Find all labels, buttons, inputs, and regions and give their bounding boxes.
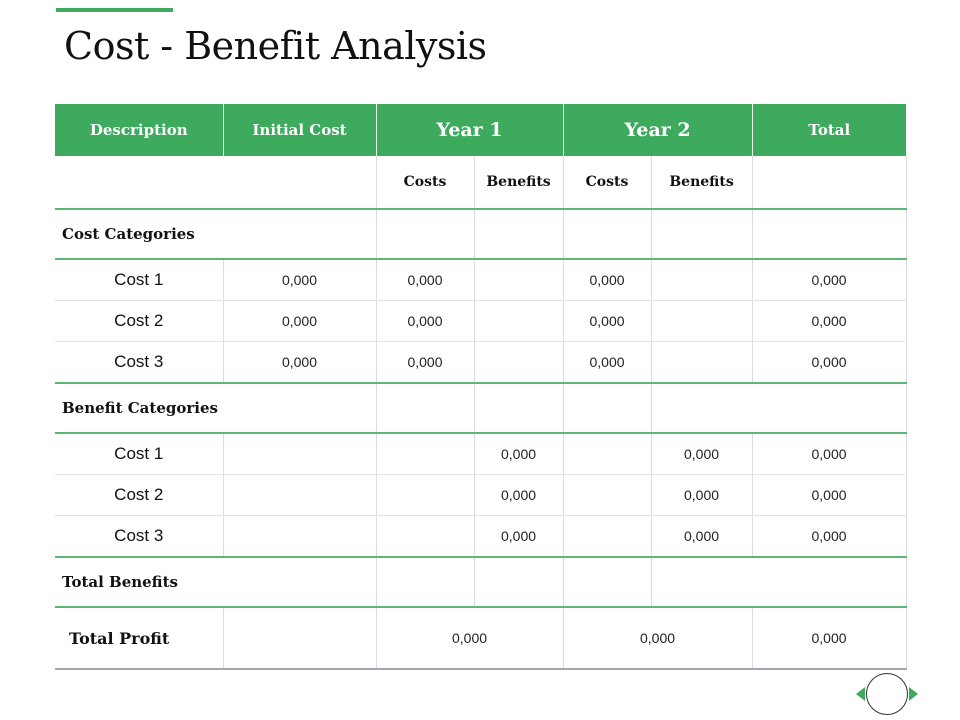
section-cell (375, 209, 474, 260)
table-row: Cost 3 0,000 0,000 0,000 0,000 (55, 341, 907, 384)
cell-year1-costs (375, 515, 474, 558)
table-row: Cost 3 0,000 0,000 0,000 (55, 515, 907, 558)
triangle-left-icon[interactable] (856, 687, 865, 701)
page-title: Cost - Benefit Analysis (64, 24, 487, 68)
total-profit-label: Total Profit (55, 607, 223, 670)
section-cell (473, 557, 564, 608)
cell-year2-benefits: 0,000 (650, 515, 753, 558)
cost-categories-label: Cost Categories (55, 209, 376, 260)
cell-year1-benefits: 0,000 (473, 433, 564, 475)
subheader-year1-benefits: Benefits (473, 156, 564, 210)
section-cell (650, 557, 907, 608)
section-cell (473, 383, 564, 434)
section-cell (562, 557, 652, 608)
row-name: Cost 2 (55, 474, 223, 516)
benefit-categories-row: Benefit Categories (55, 383, 907, 434)
table-row: Cost 1 0,000 0,000 0,000 0,000 (55, 259, 907, 301)
cell-initial-cost: 0,000 (222, 341, 376, 384)
section-cell (375, 557, 474, 608)
cell-year1-benefits (473, 259, 564, 301)
header-year-2: Year 2 (562, 104, 753, 156)
cell-year2-benefits: 0,000 (650, 474, 753, 516)
cell-year1-benefits (473, 341, 564, 384)
subheader-year2-costs: Costs (562, 156, 652, 210)
row-name: Cost 1 (55, 433, 223, 475)
total-profit-year-2: 0,000 (562, 607, 753, 670)
cost-benefit-table-container: Description Initial Cost Year 1 Year 2 T… (55, 104, 907, 670)
subheader-row: Costs Benefits Costs Benefits (55, 156, 907, 210)
cell-year2-benefits (650, 341, 753, 384)
total-profit-year-1: 0,000 (375, 607, 564, 670)
title-accent-bar (56, 8, 173, 12)
cell-year2-costs (562, 433, 652, 475)
triangle-right-icon[interactable] (909, 687, 918, 701)
benefit-categories-label: Benefit Categories (55, 383, 376, 434)
subheader-year2-benefits: Benefits (650, 156, 753, 210)
section-cell (562, 383, 652, 434)
slide-navigation (855, 672, 920, 718)
cell-total: 0,000 (751, 300, 907, 342)
section-cell (650, 383, 907, 434)
total-profit-row: Total Profit 0,000 0,000 0,000 (55, 607, 907, 670)
cell-year2-costs: 0,000 (562, 259, 652, 301)
header-total: Total (751, 104, 907, 156)
cell-total: 0,000 (751, 474, 907, 516)
cell-year1-costs (375, 433, 474, 475)
row-name: Cost 3 (55, 341, 223, 384)
cell-year2-benefits (650, 259, 753, 301)
cell-year1-costs: 0,000 (375, 341, 474, 384)
header-row: Description Initial Cost Year 1 Year 2 T… (55, 104, 907, 156)
cell-year1-costs: 0,000 (375, 259, 474, 301)
table-row: Cost 2 0,000 0,000 0,000 (55, 474, 907, 516)
total-benefits-row: Total Benefits (55, 557, 907, 608)
cell-year2-costs: 0,000 (562, 341, 652, 384)
cell-year1-costs (375, 474, 474, 516)
cell-year2-benefits: 0,000 (650, 433, 753, 475)
cell-initial-cost: 0,000 (222, 259, 376, 301)
section-cell (375, 383, 474, 434)
cell-year2-benefits (650, 300, 753, 342)
cell-total: 0,000 (751, 341, 907, 384)
subheader-total-blank (751, 156, 907, 210)
section-cell (562, 209, 652, 260)
cell-initial-cost: 0,000 (222, 300, 376, 342)
cell-year2-costs (562, 474, 652, 516)
cell-total: 0,000 (751, 259, 907, 301)
header-initial-cost: Initial Cost (222, 104, 376, 156)
table-row: Cost 2 0,000 0,000 0,000 0,000 (55, 300, 907, 342)
cell-initial-cost (222, 515, 376, 558)
cell-initial-cost (222, 474, 376, 516)
subheader-blank (55, 156, 376, 210)
cell-year2-costs: 0,000 (562, 300, 652, 342)
section-cell (650, 209, 753, 260)
cost-categories-row: Cost Categories (55, 209, 907, 260)
cell-year2-costs (562, 515, 652, 558)
cell-total: 0,000 (751, 515, 907, 558)
cell-total: 0,000 (751, 433, 907, 475)
total-profit-total: 0,000 (751, 607, 907, 670)
total-benefits-label: Total Benefits (55, 557, 376, 608)
cost-benefit-table: Description Initial Cost Year 1 Year 2 T… (55, 104, 907, 670)
row-name: Cost 1 (55, 259, 223, 301)
table-row: Cost 1 0,000 0,000 0,000 (55, 433, 907, 475)
cell-year1-benefits: 0,000 (473, 515, 564, 558)
row-name: Cost 3 (55, 515, 223, 558)
subheader-year1-costs: Costs (375, 156, 474, 210)
row-name: Cost 2 (55, 300, 223, 342)
cell-year1-benefits: 0,000 (473, 474, 564, 516)
cell-year1-costs: 0,000 (375, 300, 474, 342)
section-cell (751, 209, 907, 260)
header-year-1: Year 1 (375, 104, 564, 156)
section-cell (473, 209, 564, 260)
circle-icon[interactable] (866, 673, 908, 715)
header-description: Description (55, 104, 223, 156)
cell-initial-cost (222, 433, 376, 475)
profit-cell-blank (222, 607, 376, 670)
cell-year1-benefits (473, 300, 564, 342)
